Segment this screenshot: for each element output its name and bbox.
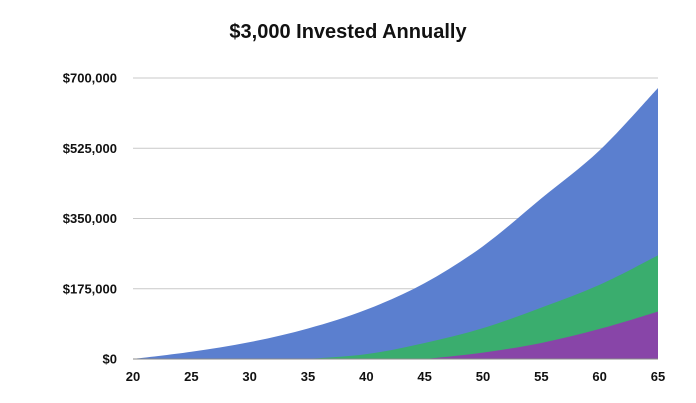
y-tick-label: $700,000	[63, 71, 117, 86]
chart-title: $3,000 Invested Annually	[229, 21, 467, 43]
x-tick-labels: 20 25 30 35 40 45 50 55 60 65	[126, 369, 665, 384]
y-tick-label: $0	[103, 352, 117, 367]
x-tick-label: 25	[184, 369, 198, 384]
y-tick-label: $350,000	[63, 211, 117, 226]
x-tick-label: 45	[417, 369, 431, 384]
y-tick-labels: $0 $175,000 $350,000 $525,000 $700,000	[63, 71, 117, 367]
series-areas	[133, 88, 658, 360]
x-tick-label: 40	[359, 369, 373, 384]
series-area-2	[308, 255, 658, 359]
x-tick-label: 50	[476, 369, 490, 384]
x-tick-label: 65	[651, 369, 665, 384]
x-tick-label: 55	[534, 369, 548, 384]
series-area-1	[133, 88, 658, 360]
y-tick-label: $175,000	[63, 281, 117, 296]
x-tick-label: 60	[592, 369, 606, 384]
x-tick-label: 20	[126, 369, 140, 384]
x-tick-label: 35	[301, 369, 315, 384]
y-tick-label: $525,000	[63, 141, 117, 156]
series-area-3	[424, 311, 658, 359]
x-tick-label: 30	[242, 369, 256, 384]
